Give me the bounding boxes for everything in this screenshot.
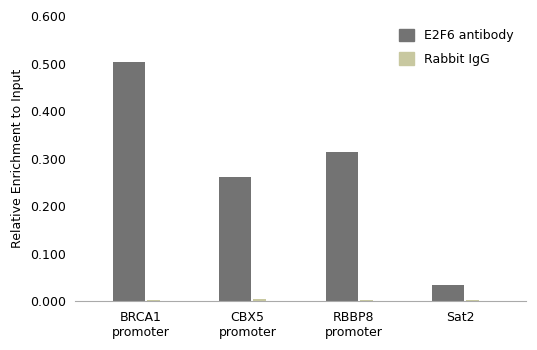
Bar	[113, 62, 144, 301]
Legend: E2F6 antibody, Rabbit IgG: E2F6 antibody, Rabbit IgG	[393, 22, 520, 72]
Bar	[466, 300, 479, 301]
Bar	[147, 300, 159, 301]
Bar	[253, 299, 266, 301]
Bar	[360, 300, 373, 301]
Y-axis label: Relative Enrichment to Input: Relative Enrichment to Input	[11, 69, 24, 248]
Bar	[432, 286, 464, 301]
Bar	[325, 152, 358, 301]
Bar	[219, 177, 251, 301]
